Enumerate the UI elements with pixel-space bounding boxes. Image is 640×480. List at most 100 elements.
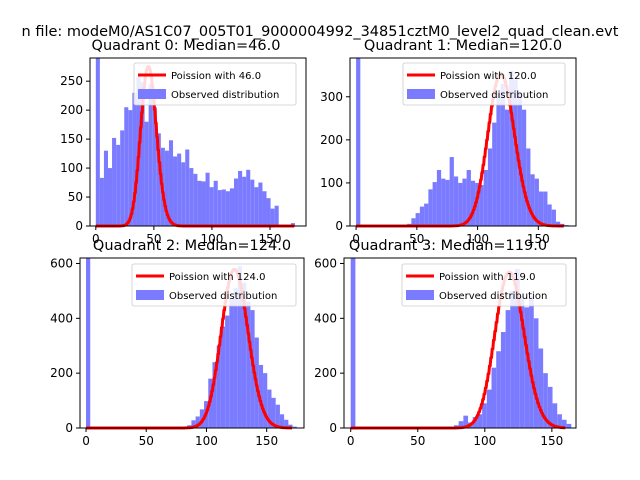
- histogram-bar: [270, 208, 275, 226]
- histogram-bar: [173, 156, 178, 226]
- histogram-bar: [258, 182, 263, 226]
- histogram-bar: [148, 84, 153, 226]
- histogram-bar: [470, 180, 476, 226]
- histogram-bar: [538, 348, 544, 428]
- histogram-bar: [262, 191, 267, 226]
- histogram-bar: [445, 179, 450, 226]
- histogram-bar: [483, 170, 488, 226]
- histogram-bar: [132, 92, 137, 226]
- histogram-bar: [246, 301, 251, 428]
- y-tick-label: 250: [60, 74, 83, 88]
- histogram-bar: [233, 288, 238, 428]
- histogram-bar: [441, 178, 446, 226]
- histogram-bar: [486, 389, 492, 428]
- x-tick-label: 100: [473, 434, 496, 448]
- x-tick-label: 100: [200, 232, 223, 246]
- x-tick-label: 50: [146, 232, 161, 246]
- histogram-bar: [220, 326, 226, 428]
- y-tick-label: 400: [314, 311, 337, 325]
- histogram-bar: [103, 150, 108, 226]
- axes-frame: [89, 57, 307, 227]
- y-tick-label: 200: [50, 366, 73, 380]
- histogram-bar: [526, 148, 531, 226]
- histogram-bar: [514, 268, 520, 428]
- histogram-bar: [95, 58, 100, 226]
- histogram-bar: [491, 367, 497, 428]
- x-tick-label: 100: [195, 434, 218, 448]
- y-tick-label: 0: [75, 219, 83, 233]
- histogram-bar: [250, 179, 255, 226]
- histogram-bar: [419, 206, 425, 226]
- legend-frame: [131, 263, 297, 307]
- histogram-bar: [193, 173, 198, 226]
- x-tick-label: 50: [409, 232, 424, 246]
- histogram-bar: [217, 190, 222, 226]
- histogram-bar: [263, 373, 268, 428]
- histogram-bar: [246, 169, 251, 226]
- histogram-bar: [482, 403, 487, 428]
- histogram-bar: [205, 172, 210, 226]
- histogram-bar: [189, 168, 194, 226]
- histogram-bar: [152, 107, 157, 226]
- histogram-bar: [487, 148, 493, 226]
- plot-area: 0 50 100 150 0 200 400 600: [314, 256, 577, 448]
- histogram-bar: [547, 386, 553, 428]
- histogram-bar: [533, 318, 539, 428]
- y-tick-label: 200: [60, 103, 83, 117]
- legend-poisson-label: Poission with 124.0: [169, 272, 265, 283]
- histogram-bar: [561, 419, 567, 428]
- histogram-bar: [191, 420, 196, 428]
- x-tick-label: 0: [82, 434, 90, 448]
- axes-frame: [79, 257, 305, 429]
- histogram-bar: [221, 189, 226, 226]
- y-tick-label: 600: [314, 256, 337, 270]
- plot-area: 0 50 100 150 0 50 100 150 200 250: [60, 57, 307, 246]
- histogram-bar: [428, 189, 433, 226]
- x-tick-label: 100: [466, 232, 489, 246]
- y-tick-label: 300: [320, 90, 343, 104]
- histogram-bar: [519, 296, 525, 428]
- legend-frame: [401, 263, 567, 307]
- histogram-bar: [229, 188, 234, 226]
- subplot-quadrant-0: Quadrant 0: Median=46.0 0 50 100 150 0 50 100 1…: [60, 38, 307, 246]
- histogram-bar: [225, 315, 230, 428]
- legend: Poission with 124.0 Observed distributio…: [131, 263, 297, 307]
- legend-poisson-label: Poission with 46.0: [171, 71, 261, 82]
- histogram-bar: [181, 162, 186, 226]
- legend-hist-label: Observed distribution: [169, 291, 277, 302]
- y-tick-label: 400: [50, 311, 73, 325]
- subplot-title: Quadrant 3: Median=119.0: [349, 238, 547, 254]
- histogram-bar: [453, 176, 459, 226]
- histogram-bar: [140, 82, 145, 226]
- histogram-bar: [505, 310, 511, 428]
- histogram-bar: [449, 157, 454, 226]
- histogram-bar: [225, 191, 230, 226]
- legend-hist-swatch: [407, 89, 435, 99]
- histogram-bar: [216, 345, 221, 428]
- legend: Poission with 120.0 Observed distributio…: [402, 62, 566, 106]
- subplot-quadrant-3: Quadrant 3: Median=119.0 0 50 100 150 0 200 40…: [314, 238, 577, 448]
- histogram-bar: [238, 170, 243, 226]
- histogram-bar: [128, 110, 133, 226]
- histogram-bar: [112, 137, 117, 226]
- histogram-bar: [275, 404, 280, 428]
- legend-hist-swatch: [136, 290, 164, 300]
- histogram-bar: [524, 307, 530, 428]
- histogram-bar: [212, 362, 217, 428]
- histogram-bar: [292, 426, 297, 428]
- histogram-bar: [424, 203, 429, 226]
- histogram-bar: [185, 149, 190, 226]
- histogram-bar: [566, 423, 572, 428]
- legend: Poission with 46.0 Observed distribution: [133, 62, 297, 106]
- histogram-bar: [284, 419, 289, 428]
- histogram-bar: [557, 414, 562, 428]
- legend: Poission with 119.0 Observed distributio…: [401, 263, 567, 307]
- histogram-bar: [241, 282, 247, 428]
- histogram-bar: [164, 150, 169, 226]
- histogram-bar: [271, 397, 276, 428]
- axes-frame: [343, 257, 577, 429]
- y-tick-label: 600: [50, 256, 73, 270]
- legend-hist-label: Observed distribution: [440, 90, 548, 101]
- histogram-bar: [356, 58, 361, 226]
- histogram-bar: [552, 403, 558, 428]
